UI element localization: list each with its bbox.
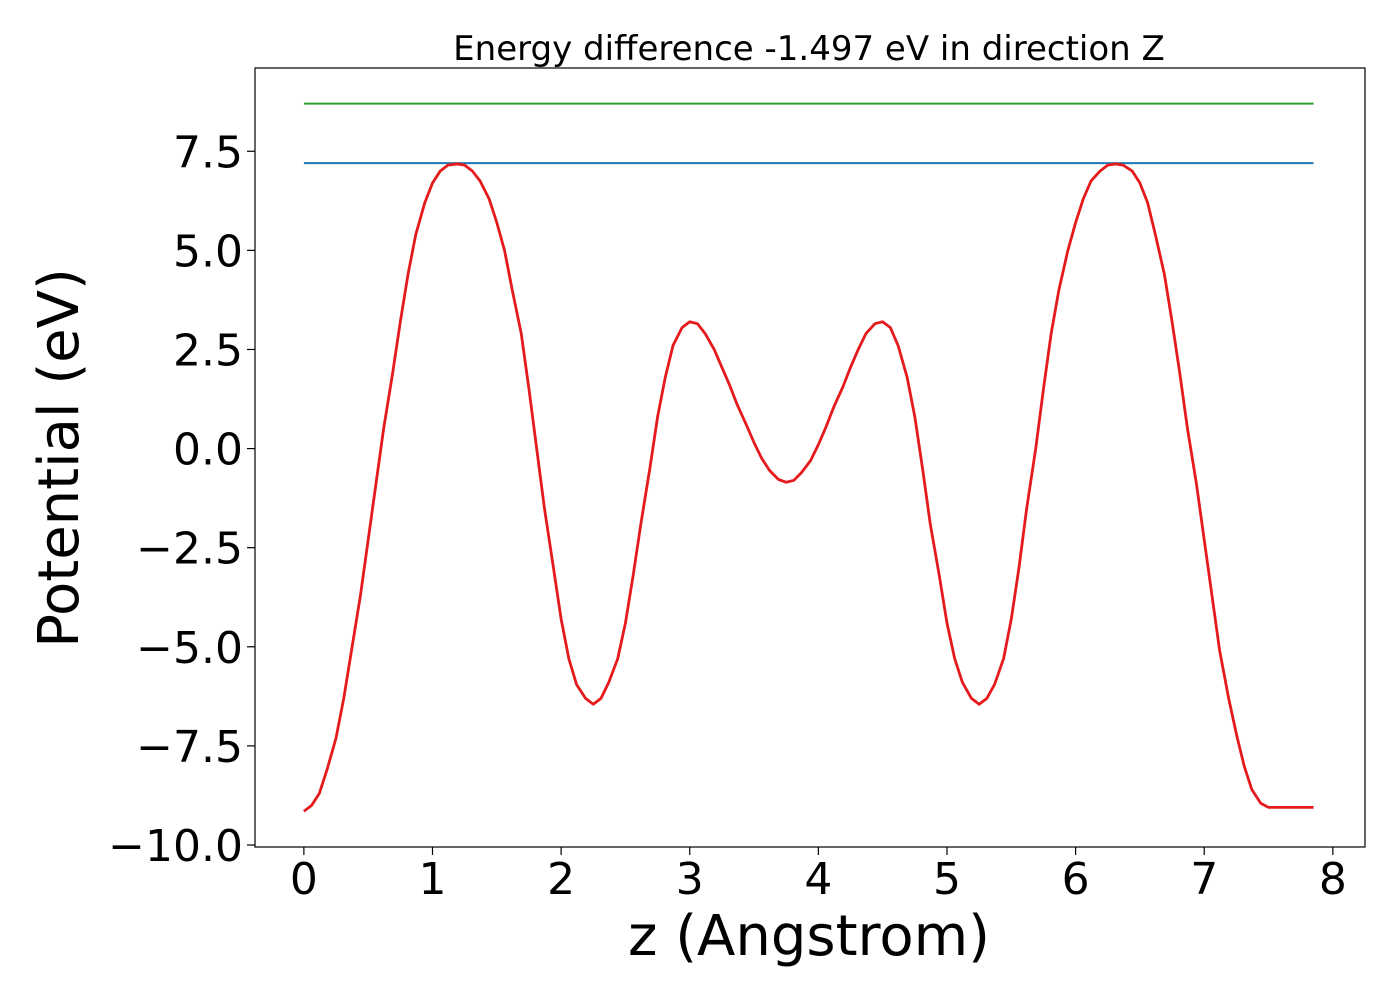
x-tick-label: 7 xyxy=(1190,854,1218,905)
plot-frame xyxy=(254,67,1366,848)
x-axis-label: z (Angstrom) xyxy=(628,904,990,969)
y-tick-label: 0.0 xyxy=(173,425,243,476)
plot-area xyxy=(254,67,1366,848)
y-tick-label: −5.0 xyxy=(136,623,243,674)
x-tick-label: 5 xyxy=(933,854,961,905)
x-tick-label: 1 xyxy=(418,854,446,905)
y-axis-ticks: 7.5 5.0 2.5 0.0 −2.5 −5.0 −7.5 −10.0 xyxy=(108,127,255,872)
chart-title: Energy difference -1.497 eV in direction… xyxy=(453,29,1165,69)
x-tick-label: 0 xyxy=(290,854,318,905)
x-tick-label: 4 xyxy=(804,854,832,905)
x-tick-label: 2 xyxy=(547,854,575,905)
x-tick-label: 8 xyxy=(1319,854,1347,905)
y-tick-label: 2.5 xyxy=(173,325,243,376)
series-line-3 xyxy=(303,162,1314,813)
y-tick-label: −10.0 xyxy=(108,821,243,872)
y-axis-label: Potential (eV) xyxy=(27,268,92,648)
y-tick-label: −2.5 xyxy=(136,524,243,575)
x-tick-label: 6 xyxy=(1062,854,1090,905)
y-tick-label: 5.0 xyxy=(173,226,243,277)
y-tick-label: −7.5 xyxy=(136,722,243,773)
y-tick-label: 7.5 xyxy=(173,127,243,178)
x-tick-label: 3 xyxy=(676,854,704,905)
x-axis-ticks: 0 1 2 3 4 5 6 7 8 xyxy=(290,847,1347,905)
